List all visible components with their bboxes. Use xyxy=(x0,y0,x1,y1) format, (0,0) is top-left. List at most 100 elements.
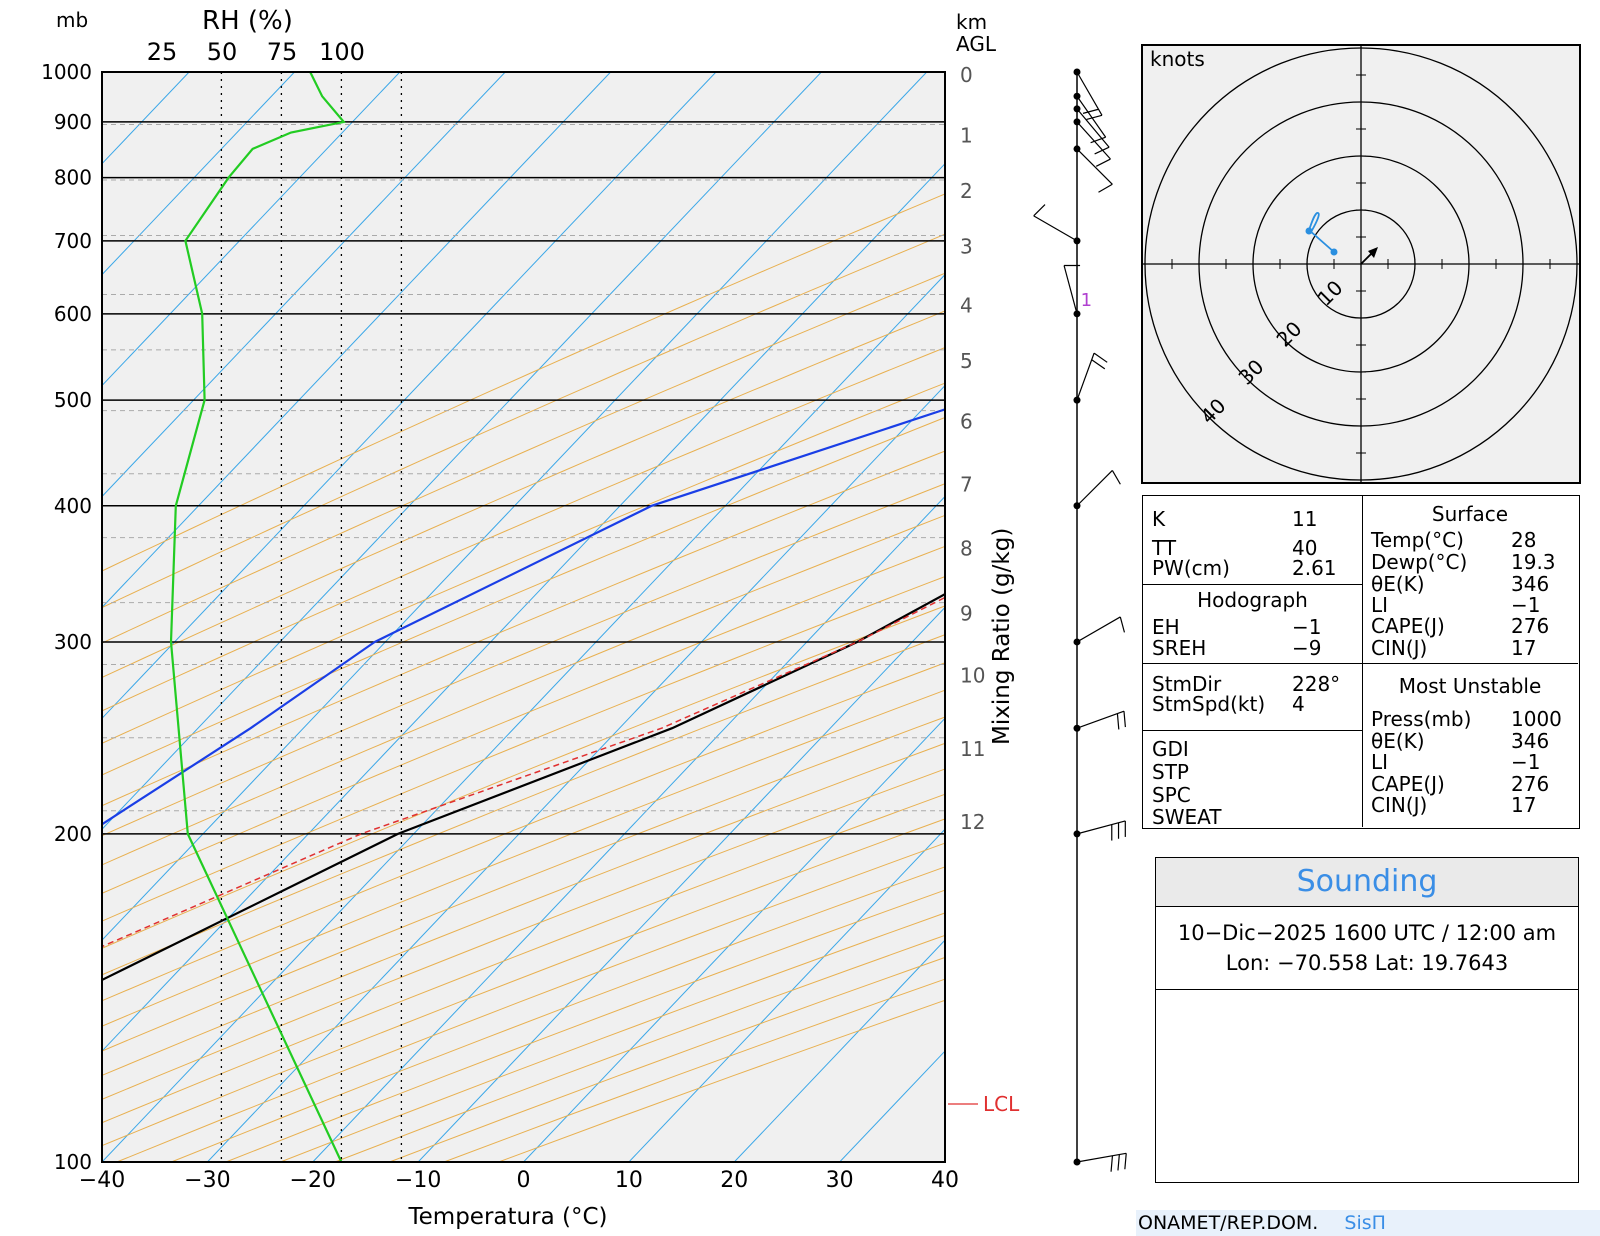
dry-adiabat-line xyxy=(102,605,945,949)
isotherm-line xyxy=(102,72,928,941)
rh-tick-100: 100 xyxy=(319,38,365,66)
wind-barb-flag xyxy=(1095,158,1111,167)
height-km-label: 2 xyxy=(960,179,973,203)
surface-header: Surface xyxy=(1431,502,1509,526)
mu-li-label: LI xyxy=(1371,750,1389,774)
mu-cape-value: 276 xyxy=(1511,772,1550,796)
wind-barb-flag xyxy=(1086,114,1103,121)
pressure-title: mb xyxy=(56,8,88,32)
wind-barb-shaft xyxy=(1076,616,1121,643)
height-km-label: 0 xyxy=(960,63,973,87)
wind-barb-flag xyxy=(1033,204,1046,217)
rh-title: RH (%) xyxy=(202,6,293,36)
hodograph-units: knots xyxy=(1150,47,1205,71)
plot-frame xyxy=(101,71,946,1163)
temperature-tick-label: 20 xyxy=(720,1168,748,1193)
stp-label: STP xyxy=(1152,760,1189,784)
dry-adiabat-line xyxy=(102,450,945,807)
hodograph-frame xyxy=(1141,44,1581,484)
rh-tick-75: 75 xyxy=(267,38,298,66)
wind-barb-shaft xyxy=(1076,121,1111,160)
dry-adiabat-line xyxy=(102,272,945,644)
isotherm-line xyxy=(207,384,945,1162)
tt-value: 40 xyxy=(1292,536,1318,560)
dry-adiabat-line xyxy=(102,347,945,712)
mu-li-value: −1 xyxy=(1511,750,1541,774)
hodograph: knots 10 20 30 40 xyxy=(1141,44,1581,484)
height-km-label: 6 xyxy=(960,410,973,434)
x-axis-label: Temperatura (°C) xyxy=(408,1204,608,1230)
temperature-tick-label: −10 xyxy=(395,1168,441,1193)
footer-bar: ONAMET/REP.DOM. SisΠ xyxy=(1136,1210,1600,1236)
mu-press-label: Press(mb) xyxy=(1371,707,1472,731)
hodograph-start-point xyxy=(1305,227,1313,235)
indices-separator xyxy=(1143,663,1362,664)
temperature-tick-label: 0 xyxy=(517,1168,531,1193)
pressure-tick-label: 400 xyxy=(54,494,92,518)
mu-cape-label: CAPE(J) xyxy=(1371,772,1445,796)
indices-separator xyxy=(1143,730,1362,731)
dry-adiabat-line xyxy=(102,382,945,744)
k-value: 11 xyxy=(1292,507,1318,531)
indices-divider xyxy=(1362,496,1363,827)
wind-barb-shaft xyxy=(1076,148,1113,185)
wind-barb-shaft xyxy=(1076,108,1110,148)
height-km-label: 1 xyxy=(960,124,973,148)
agl-title: AGL xyxy=(956,32,997,56)
dry-adiabat-line xyxy=(102,233,945,609)
sispi-logo: SisΠ xyxy=(1344,1212,1386,1234)
dry-adiabat-line xyxy=(102,662,945,1002)
dry-adiabat-line xyxy=(102,716,945,1052)
pw-value: 2.61 xyxy=(1292,556,1337,580)
isotherm-line xyxy=(102,72,611,609)
rh-tick-50: 50 xyxy=(207,38,238,66)
height-km-label: 9 xyxy=(960,602,973,626)
isotherm-line xyxy=(102,162,945,1052)
wind-barb-shaft xyxy=(1076,469,1113,507)
plot-lines xyxy=(102,72,945,1162)
isotherm-line xyxy=(102,72,295,276)
series-temperature-line xyxy=(102,592,945,982)
wind-barb-shaft xyxy=(1076,352,1095,401)
temperature-tick-label: 40 xyxy=(931,1168,959,1193)
wind-barb-flag xyxy=(1119,616,1126,633)
wind-barb-flag xyxy=(1110,1155,1114,1172)
pressure-tick-label: 600 xyxy=(54,302,92,326)
surface-thetae-value: 346 xyxy=(1511,572,1550,596)
pressure-tick-label: 900 xyxy=(54,110,92,134)
hodograph-header: Hodograph xyxy=(1197,588,1308,612)
lcl-label: LCL xyxy=(983,1092,1020,1116)
wind-barb-flag xyxy=(1111,470,1121,485)
dry-adiabat-line xyxy=(102,545,945,894)
sreh-value: −9 xyxy=(1292,636,1322,660)
wind-barb-flag xyxy=(1082,108,1099,114)
storm-motion-vector xyxy=(1360,252,1373,265)
temperature-tick-label: −20 xyxy=(290,1168,336,1193)
surface-cin-value: 17 xyxy=(1511,636,1537,660)
height-km-label: 10 xyxy=(960,664,985,688)
surface-temp-value: 28 xyxy=(1511,528,1537,552)
pressure-tick-label: 200 xyxy=(54,822,92,846)
wind-barb-shaft xyxy=(1076,71,1103,116)
pressure-tick-label: 300 xyxy=(54,630,92,654)
wind-profile xyxy=(1033,68,1127,1172)
isotherm-line xyxy=(523,717,945,1162)
isotherm-line xyxy=(102,72,506,498)
surface-cape-label: CAPE(J) xyxy=(1371,614,1445,638)
stmdir-label: StmDir xyxy=(1152,672,1222,696)
spc-label: SPC xyxy=(1152,783,1191,807)
surface-li-label: LI xyxy=(1371,593,1389,617)
mu-cin-label: CIN(J) xyxy=(1371,793,1428,817)
surface-thetae-label: θE(K) xyxy=(1371,572,1425,596)
indices-separator xyxy=(1143,584,1362,585)
dry-adiabat-line xyxy=(102,416,945,776)
wind-barb-shaft xyxy=(1076,95,1107,138)
wind-barb-flag xyxy=(1090,136,1106,144)
series-parcel-line xyxy=(102,596,945,948)
isotherm-line xyxy=(733,939,945,1162)
sounding-card: Sounding 10−Dic−2025 1600 UTC / 12:00 am… xyxy=(1155,857,1579,1183)
dry-adiabat-line xyxy=(102,310,945,679)
mu-thetae-label: θE(K) xyxy=(1371,729,1425,753)
pressure-tick-label: 700 xyxy=(54,229,92,253)
isotherm-line xyxy=(102,273,945,1162)
